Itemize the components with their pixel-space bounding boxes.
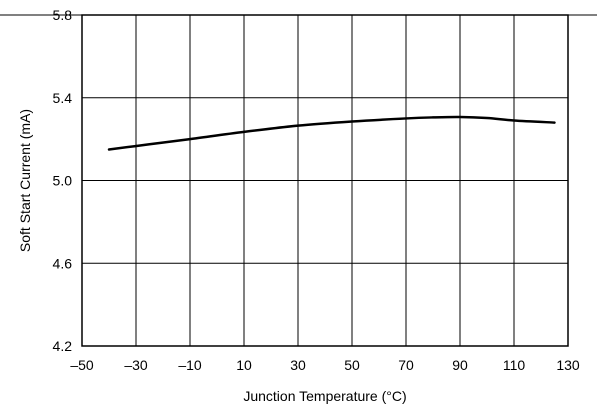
y-tick-label: 5.0 bbox=[53, 173, 73, 189]
x-tick-label: –10 bbox=[178, 357, 202, 373]
series-line bbox=[107, 115, 556, 151]
y-tick-label: 4.6 bbox=[53, 255, 73, 271]
x-tick-label: 70 bbox=[398, 357, 414, 373]
plot-area bbox=[81, 14, 569, 347]
x-tick-label: 110 bbox=[503, 357, 526, 373]
x-tick-label: –30 bbox=[124, 357, 148, 373]
x-axis-label: Junction Temperature (°C) bbox=[243, 388, 406, 404]
x-tick-label: 90 bbox=[452, 357, 468, 373]
x-tick-label: 10 bbox=[236, 357, 252, 373]
axis-ticks: –50 –30 –10 10 30 50 70 90 110 130 4.2 4.6 5.0 5.4 5.8 bbox=[53, 7, 580, 373]
y-tick-label: 5.8 bbox=[53, 7, 73, 23]
x-tick-label: 50 bbox=[344, 357, 360, 373]
y-tick-label: 4.2 bbox=[53, 338, 73, 354]
y-axis-label: Soft Start Current (mA) bbox=[17, 109, 33, 252]
x-tick-label: –50 bbox=[70, 357, 94, 373]
y-tick-label: 5.4 bbox=[53, 90, 73, 106]
x-tick-label: 30 bbox=[290, 357, 306, 373]
grid bbox=[81, 14, 569, 347]
series-layer bbox=[107, 115, 556, 151]
x-tick-label: 130 bbox=[556, 357, 580, 373]
